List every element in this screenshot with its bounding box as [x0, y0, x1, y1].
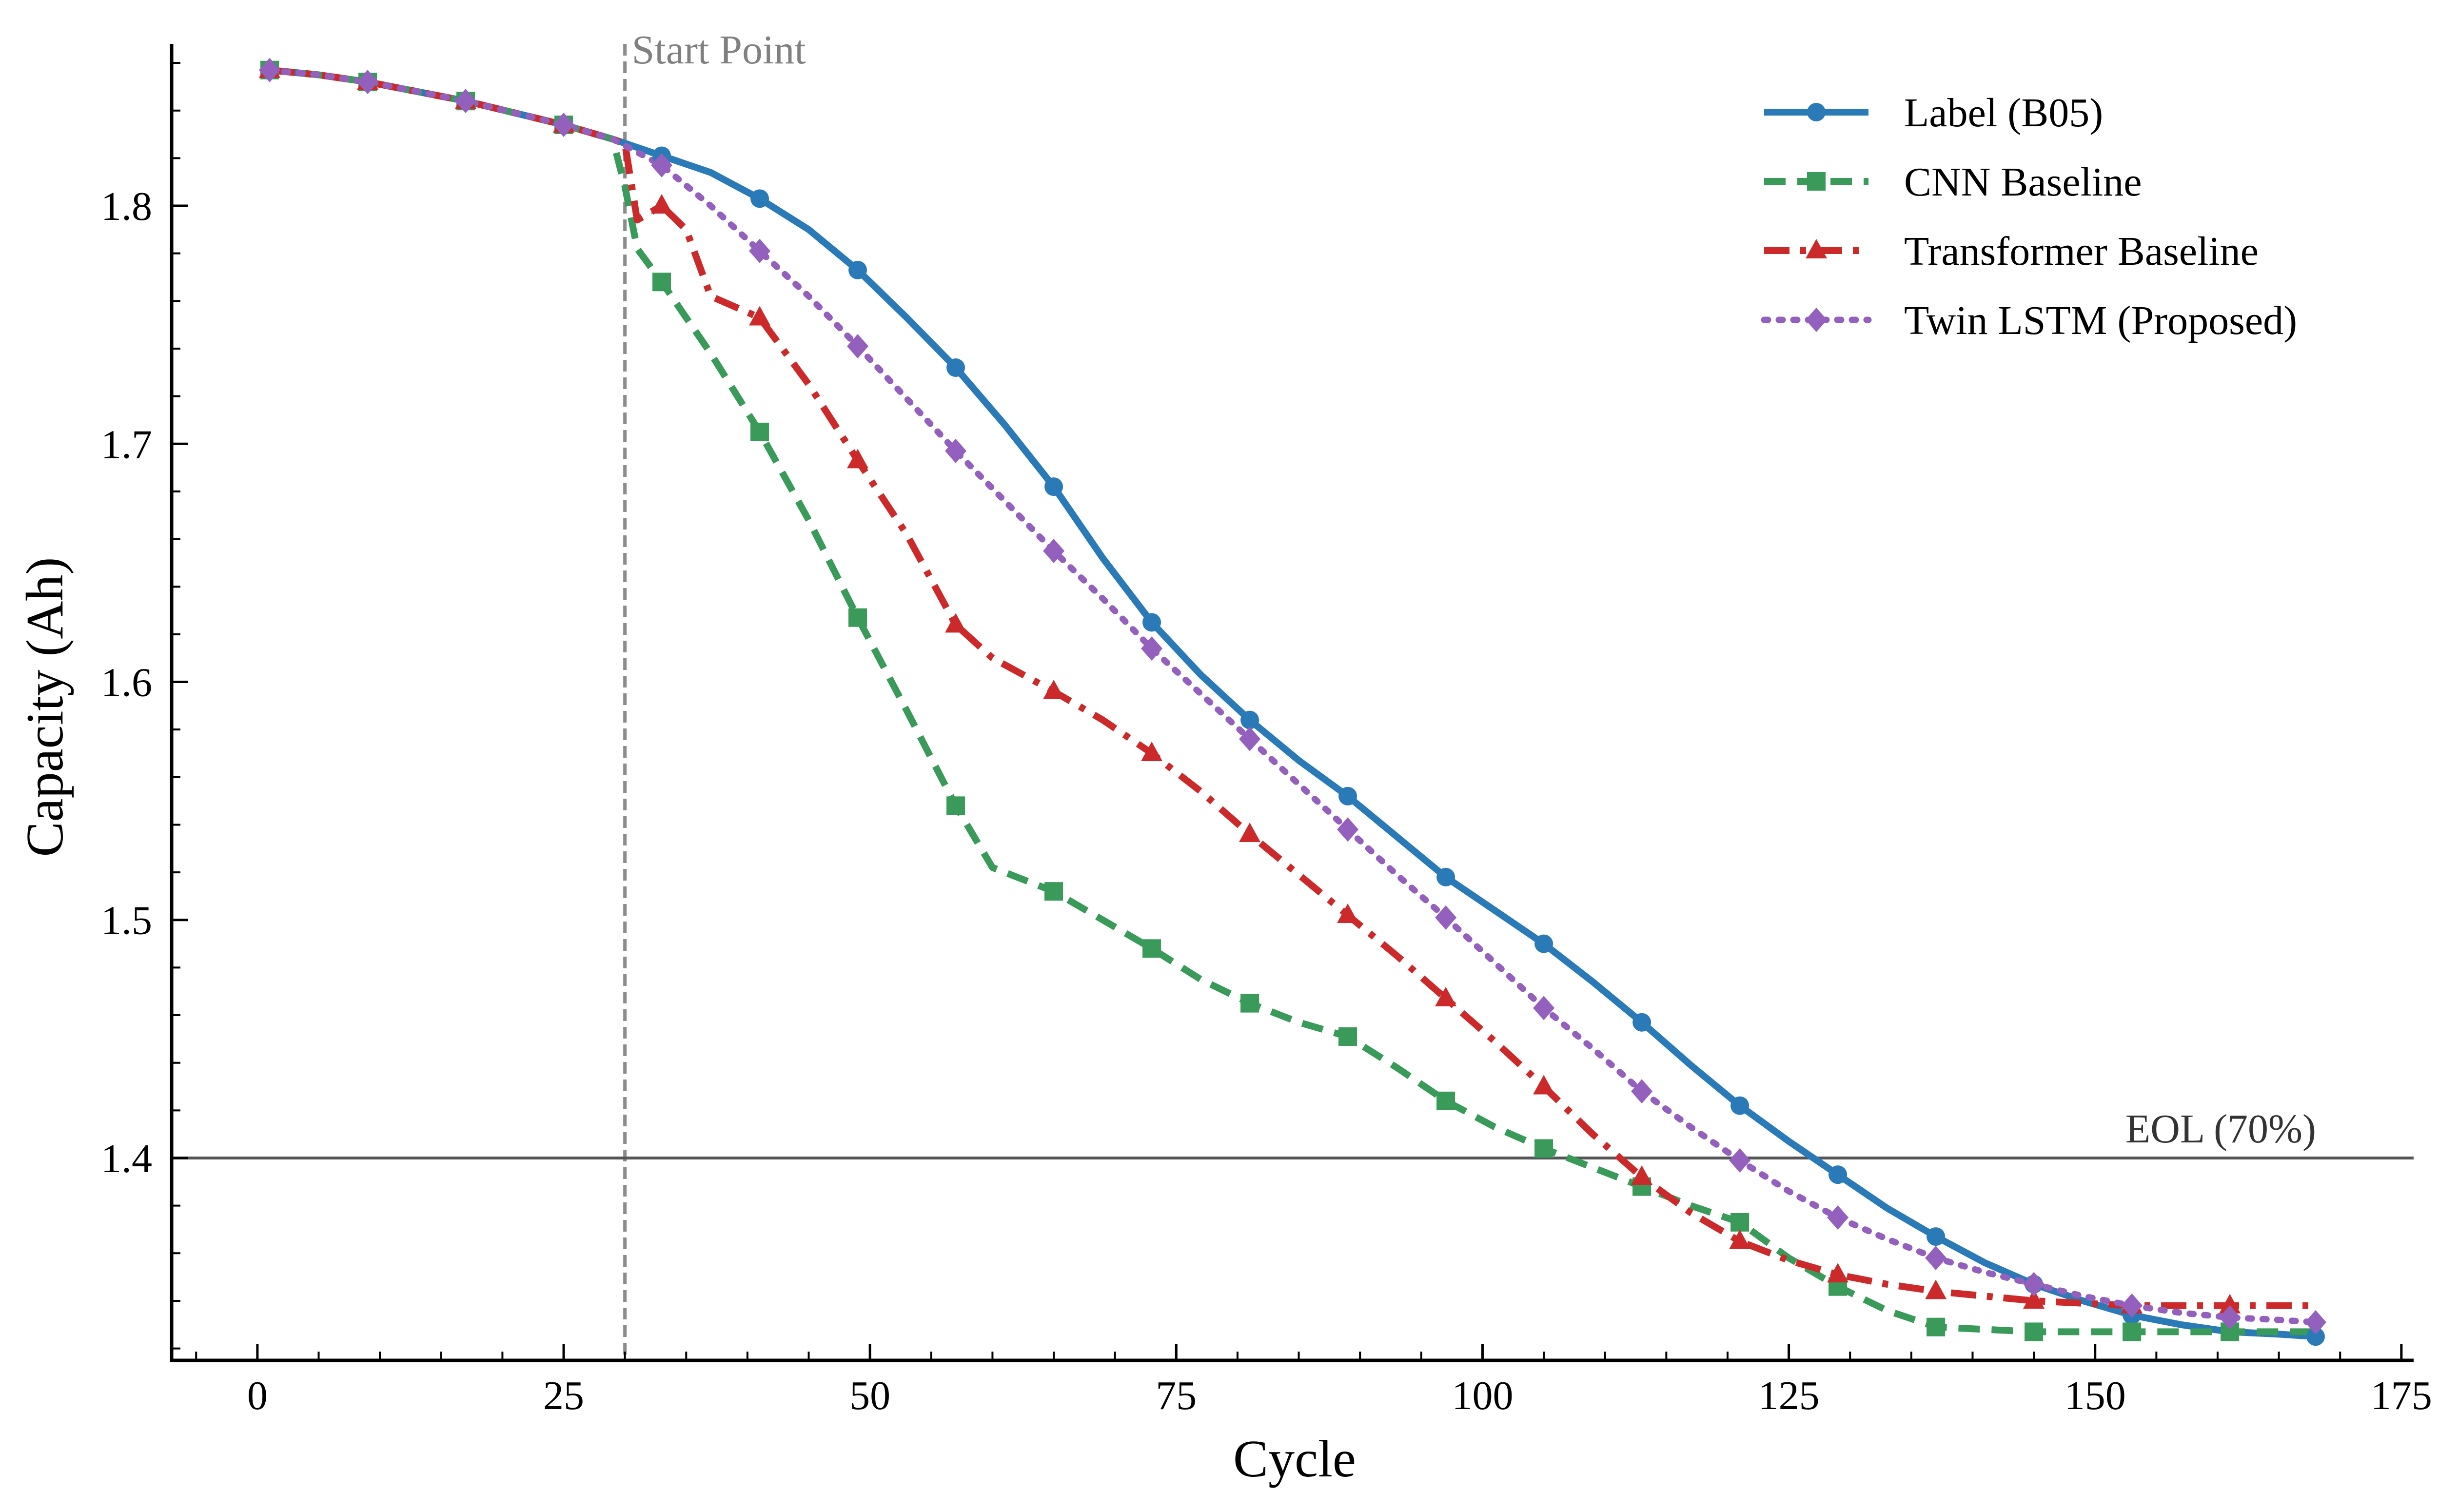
transformer-baseline-marker — [847, 449, 869, 469]
eol-label: EOL (70%) — [2125, 1106, 2316, 1152]
transformer-baseline-marker — [1631, 1165, 1653, 1185]
label-b05-marker — [1534, 934, 1553, 953]
label-b05-marker — [1927, 1227, 1946, 1246]
twin-lstm-proposed-marker — [651, 153, 673, 178]
transformer-baseline-marker — [1239, 822, 1261, 842]
transformer-baseline-marker — [1729, 1229, 1751, 1249]
legend-label-twin-lstm-proposed: Twin LSTM (Proposed) — [1904, 298, 2297, 343]
transformer-baseline-marker — [1827, 1263, 1849, 1283]
y-tick-label: 1.5 — [101, 898, 152, 943]
twin-lstm-proposed-marker — [1533, 996, 1555, 1021]
legend-label-cnn-baseline: CNN Baseline — [1904, 159, 2142, 205]
x-tick-label: 175 — [2371, 1373, 2432, 1418]
twin-lstm-proposed-marker — [1631, 1079, 1653, 1104]
twin-lstm-proposed-marker — [945, 438, 967, 463]
twin-lstm-proposed-marker — [259, 58, 281, 82]
label-b05-marker — [1044, 477, 1063, 496]
cnn-baseline-marker — [946, 796, 965, 815]
annotation-lines — [172, 44, 2414, 1360]
start-point-label: Start Point — [632, 27, 806, 73]
legend-marker-cnn-baseline — [1807, 172, 1826, 191]
y-tick-label: 1.6 — [101, 660, 152, 705]
tick-labels: 0 25 50 75 100 125 150 175 1.4 1.5 1.6 1.7 1.8 — [101, 184, 2432, 1418]
twin-lstm-proposed-marker — [2219, 1305, 2241, 1330]
x-tick-label: 75 — [1156, 1373, 1197, 1418]
transformer-baseline-marker — [1925, 1279, 1947, 1299]
x-tick-label: 150 — [2064, 1373, 2126, 1418]
y-tick-label: 1.4 — [101, 1136, 152, 1181]
axes — [170, 44, 2414, 1362]
x-tick-label: 0 — [247, 1373, 268, 1418]
legend-marker-twin-lstm-proposed — [1806, 308, 1827, 332]
y-tick-label: 1.8 — [101, 184, 152, 229]
x-tick-label: 125 — [1758, 1373, 1820, 1418]
x-tick-label: 100 — [1452, 1373, 1513, 1418]
label-b05-marker — [1338, 786, 1357, 805]
cnn-baseline-marker — [1044, 882, 1063, 901]
transformer-baseline-marker — [2023, 1289, 2045, 1309]
cnn-baseline-marker — [1927, 1317, 1946, 1336]
label-b05-marker — [750, 189, 769, 208]
cnn-baseline-marker — [652, 273, 671, 292]
label-b05-marker — [946, 358, 965, 377]
cnn-baseline-marker — [2123, 1322, 2142, 1341]
twin-lstm-proposed-marker — [1141, 636, 1163, 661]
legend: Label (B05) CNN Baseline Transformer Basel… — [1761, 90, 2297, 343]
legend-label-transformer-baseline: Transformer Baseline — [1904, 229, 2259, 274]
twin-lstm-proposed-marker — [455, 89, 477, 114]
transformer-baseline-marker — [1435, 986, 1457, 1006]
y-axis-label: Capacity (Ah) — [16, 557, 74, 857]
twin-lstm-proposed-line — [266, 67, 2319, 1326]
twin-lstm-proposed-marker — [2121, 1293, 2143, 1318]
label-b05-marker — [1436, 867, 1455, 886]
transformer-baseline-marker — [1043, 680, 1065, 700]
twin-lstm-proposed-marker — [1043, 538, 1065, 563]
legend-marker-transformer-baseline — [1806, 239, 1827, 258]
y-tick-label: 1.7 — [101, 422, 152, 467]
twin-lstm-proposed-marker — [1239, 727, 1261, 751]
twin-lstm-proposed-marker — [749, 238, 771, 263]
twin-lstm-proposed-marker — [1827, 1205, 1849, 1230]
cnn-baseline-marker — [1142, 939, 1161, 958]
twin-lstm-proposed-marker — [1925, 1246, 1947, 1271]
cnn-baseline-marker — [1730, 1213, 1750, 1232]
label-b05-marker — [2306, 1327, 2325, 1346]
label-b05-marker — [1142, 613, 1161, 632]
cnn-baseline-marker — [750, 422, 769, 441]
cnn-baseline-marker — [1338, 1027, 1357, 1046]
transformer-baseline-marker — [651, 194, 673, 214]
label-b05-marker — [1240, 710, 1259, 729]
transformer-baseline-marker — [2219, 1294, 2241, 1314]
legend-label-label-b05: Label (B05) — [1904, 90, 2103, 136]
cnn-baseline-marker — [1534, 1139, 1553, 1158]
x-tick-label: 25 — [543, 1373, 584, 1418]
transformer-baseline-marker — [945, 613, 967, 633]
cnn-baseline-marker — [1240, 994, 1259, 1013]
twin-lstm-proposed-marker — [1435, 905, 1457, 930]
twin-lstm-proposed-marker — [847, 334, 869, 359]
label-b05-marker — [1730, 1096, 1750, 1115]
label-b05-marker — [848, 260, 867, 279]
twin-lstm-proposed-marker — [2023, 1272, 2045, 1296]
twin-lstm-proposed-marker — [1729, 1148, 1751, 1173]
series-markers — [259, 58, 2326, 1346]
twin-lstm-proposed-marker — [2304, 1310, 2326, 1335]
cnn-baseline-marker — [2025, 1322, 2044, 1341]
transformer-baseline-marker — [1141, 741, 1163, 761]
transformer-baseline-marker — [1337, 903, 1359, 923]
twin-lstm-proposed-marker — [553, 113, 575, 137]
legend-marker-label-b05 — [1807, 103, 1826, 121]
cnn-baseline-marker — [848, 608, 867, 627]
transformer-baseline-marker — [749, 306, 771, 326]
label-b05-marker — [1828, 1165, 1848, 1184]
cnn-baseline-marker — [1436, 1091, 1455, 1110]
x-tick-label: 50 — [849, 1373, 890, 1418]
twin-lstm-proposed-marker — [1337, 817, 1359, 842]
twin-lstm-proposed-marker — [357, 70, 379, 95]
transformer-baseline-marker — [1533, 1075, 1555, 1095]
x-axis-label: Cycle — [1233, 1430, 1356, 1488]
label-b05-marker — [1632, 1013, 1652, 1032]
